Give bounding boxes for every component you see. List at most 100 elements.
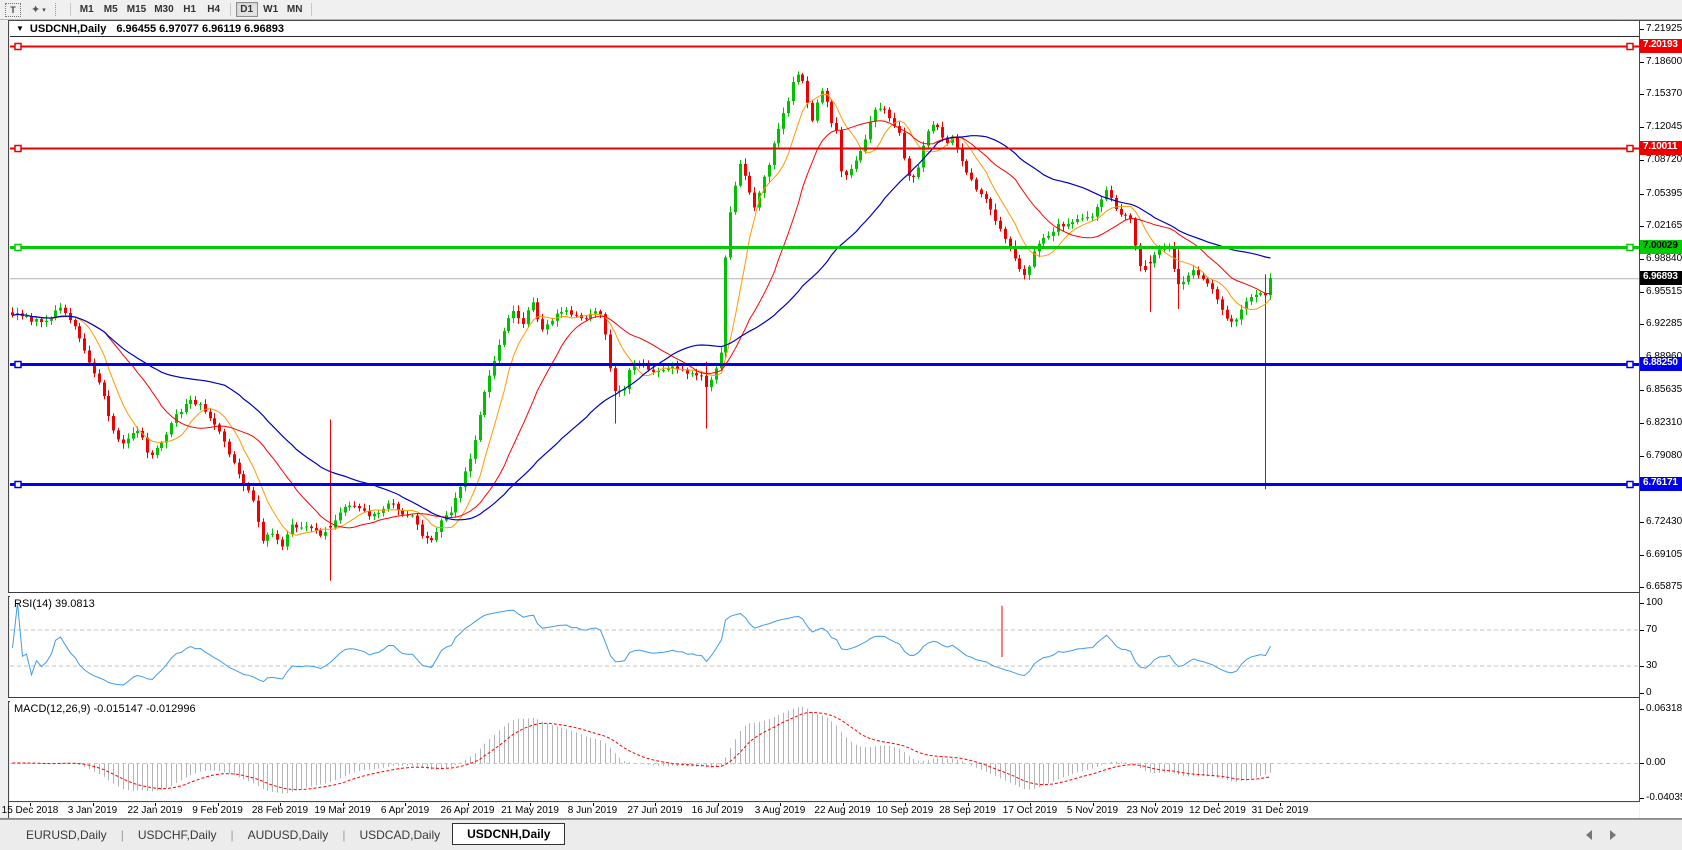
price-axis-label: 6.79080 [1646,449,1682,461]
main-price-chart[interactable] [10,37,1639,592]
time-axis-label: 21 May 2019 [501,805,559,816]
time-axis-tick [342,803,344,806]
hline-handle[interactable] [14,360,22,369]
timeframe-m30[interactable]: M30 [151,2,177,17]
price-axis-label: 6.82310 [1646,417,1682,429]
tab-audusd-daily[interactable]: AUDUSD,Daily [247,828,329,842]
timeframe-mn[interactable]: MN [283,2,306,17]
time-axis-label: 3 Jan 2019 [67,805,118,816]
timeframe-w1[interactable]: W1 [259,2,282,17]
drawing-tools-button[interactable]: ✦ ▾ [27,1,50,18]
price-axis-label: 7.08720 [1646,154,1682,166]
time-axis-tick [467,803,469,806]
axis-tick [1640,62,1644,64]
macd-axis-label: 0.00 [1646,757,1666,768]
timeframe-m15[interactable]: M15 [123,2,150,17]
time-axis-tick [592,803,594,806]
rsi-panel[interactable] [10,596,1639,698]
axis-tick [1640,630,1644,631]
tabs-scroll-left-icon[interactable] [1586,830,1592,840]
tab-usdcnh-daily[interactable]: USDCNH,Daily [452,823,566,845]
price-axis-label: 6.85635 [1646,384,1682,396]
price-axis-label: 7.12045 [1646,121,1682,133]
rsi-axis-label: 100 [1646,597,1663,608]
axis-tick [1640,127,1644,129]
timeframe-m5[interactable]: M5 [99,2,122,17]
price-badge-7.00029[interactable]: 7.00029 [1640,239,1682,254]
time-axis-tick [1092,803,1094,806]
hline-handle[interactable] [1626,480,1634,489]
price-axis-label: 6.69105 [1646,548,1682,560]
time-axis-label: 19 Mar 2019 [314,805,371,816]
timeframe-m1[interactable]: M1 [75,2,98,17]
price-badge-7.20193[interactable]: 7.20193 [1640,39,1682,54]
timeframe-h1[interactable]: H1 [178,2,201,17]
time-axis-tick [92,803,94,806]
macd-panel[interactable] [10,701,1639,801]
time-axis-tick [842,803,844,806]
hline-handle[interactable] [14,243,22,252]
axis-tick [1640,291,1644,293]
tab-separator: | [230,828,234,842]
axis-tick [1640,603,1644,604]
price-axis-label: 7.05395 [1646,187,1682,199]
toolbar-grip [54,3,62,16]
chart-title-bar: ▼ USDCNH,Daily 6.96455 6.97077 6.96119 6… [10,21,1639,37]
price-axis-label: 7.18600 [1646,56,1682,68]
timeframe-h4[interactable]: H4 [202,2,225,17]
price-badge-6.76171[interactable]: 6.76171 [1640,477,1682,492]
toolbar-separator [229,3,231,16]
macd-axis-label: 0.063184 [1646,702,1682,714]
text-tool-button[interactable]: T [1,1,25,18]
tab-usdcad-daily[interactable]: USDCAD,Daily [359,828,441,842]
price-badge-7.10011[interactable]: 7.10011 [1640,140,1682,155]
time-axis-tick [155,803,156,806]
symbol-dropdown-icon[interactable]: ▼ [16,24,24,33]
tab-separator: | [120,828,124,842]
time-axis-label: 17 Oct 2019 [1002,805,1058,816]
time-axis-label: 22 Jan 2019 [127,805,183,816]
toolbar: T ✦ ▾ M1 M5 M15 M30 H1 H4 D1 W1 MN [0,0,1682,20]
price-axis-label: 6.65875 [1646,581,1682,592]
tab-eurusd-daily[interactable]: EURUSD,Daily [26,828,107,842]
time-axis-label: 6 Apr 2019 [380,805,430,816]
rsi-axis-label: 30 [1646,660,1658,671]
tab-separator: | [342,828,346,842]
axis-tick [1640,29,1644,30]
ma-45-line [12,135,1271,521]
axis-tick [1640,94,1644,96]
time-axis-label: 5 Nov 2019 [1066,805,1119,816]
price-axis-label: 6.92285 [1646,318,1682,330]
timeframe-d1[interactable]: D1 [235,2,258,17]
tabs-scroll-right-icon[interactable] [1610,830,1616,840]
time-axis-label: 15 Dec 2018 [1,805,59,816]
time-axis-tick [1030,803,1031,806]
time-axis-label: 27 Jun 2019 [627,805,683,816]
hline-handle[interactable] [1626,42,1634,51]
hline-handle[interactable] [1626,243,1634,252]
rsi-line [12,602,1271,686]
hline-handle[interactable] [14,42,22,51]
time-axis-tick [30,803,31,806]
time-axis-label: 16 Jul 2019 [691,805,744,816]
chart-title-ohlc: 6.96455 6.97077 6.96119 6.96893 [116,22,284,35]
axis-tick [1640,763,1644,764]
tab-usdchf-daily[interactable]: USDCHF,Daily [137,828,217,842]
window-bottom-border [0,818,1682,819]
hline-handle[interactable] [1626,360,1634,369]
hline-handle[interactable] [1626,144,1634,153]
chart-tab-bar: EURUSD,Daily | USDCHF,Daily | AUDUSD,Daily | U… [0,819,1682,850]
price-badge-6.88250[interactable]: 6.88250 [1640,357,1682,372]
hline-handle[interactable] [14,480,22,489]
hline-handle[interactable] [14,144,22,153]
time-axis-tick [1280,803,1281,806]
price-axis[interactable]: 7.21925 7.18600 7.15370 7.12045 7.08720 7.053… [1640,21,1682,818]
time-axis-tick [405,803,406,806]
time-axis-label: 28 Feb 2019 [251,805,309,816]
time-axis-label: 10 Sep 2019 [876,805,934,816]
rsi-axis-label: 0 [1646,687,1652,698]
axis-tick [1640,666,1644,667]
chart-window-top-border [8,20,1682,21]
time-axis[interactable]: 15 Dec 2018 3 Jan 2019 22 Jan 2019 9 Feb 20… [2,803,1639,818]
time-axis-label: 26 Apr 2019 [440,805,495,816]
